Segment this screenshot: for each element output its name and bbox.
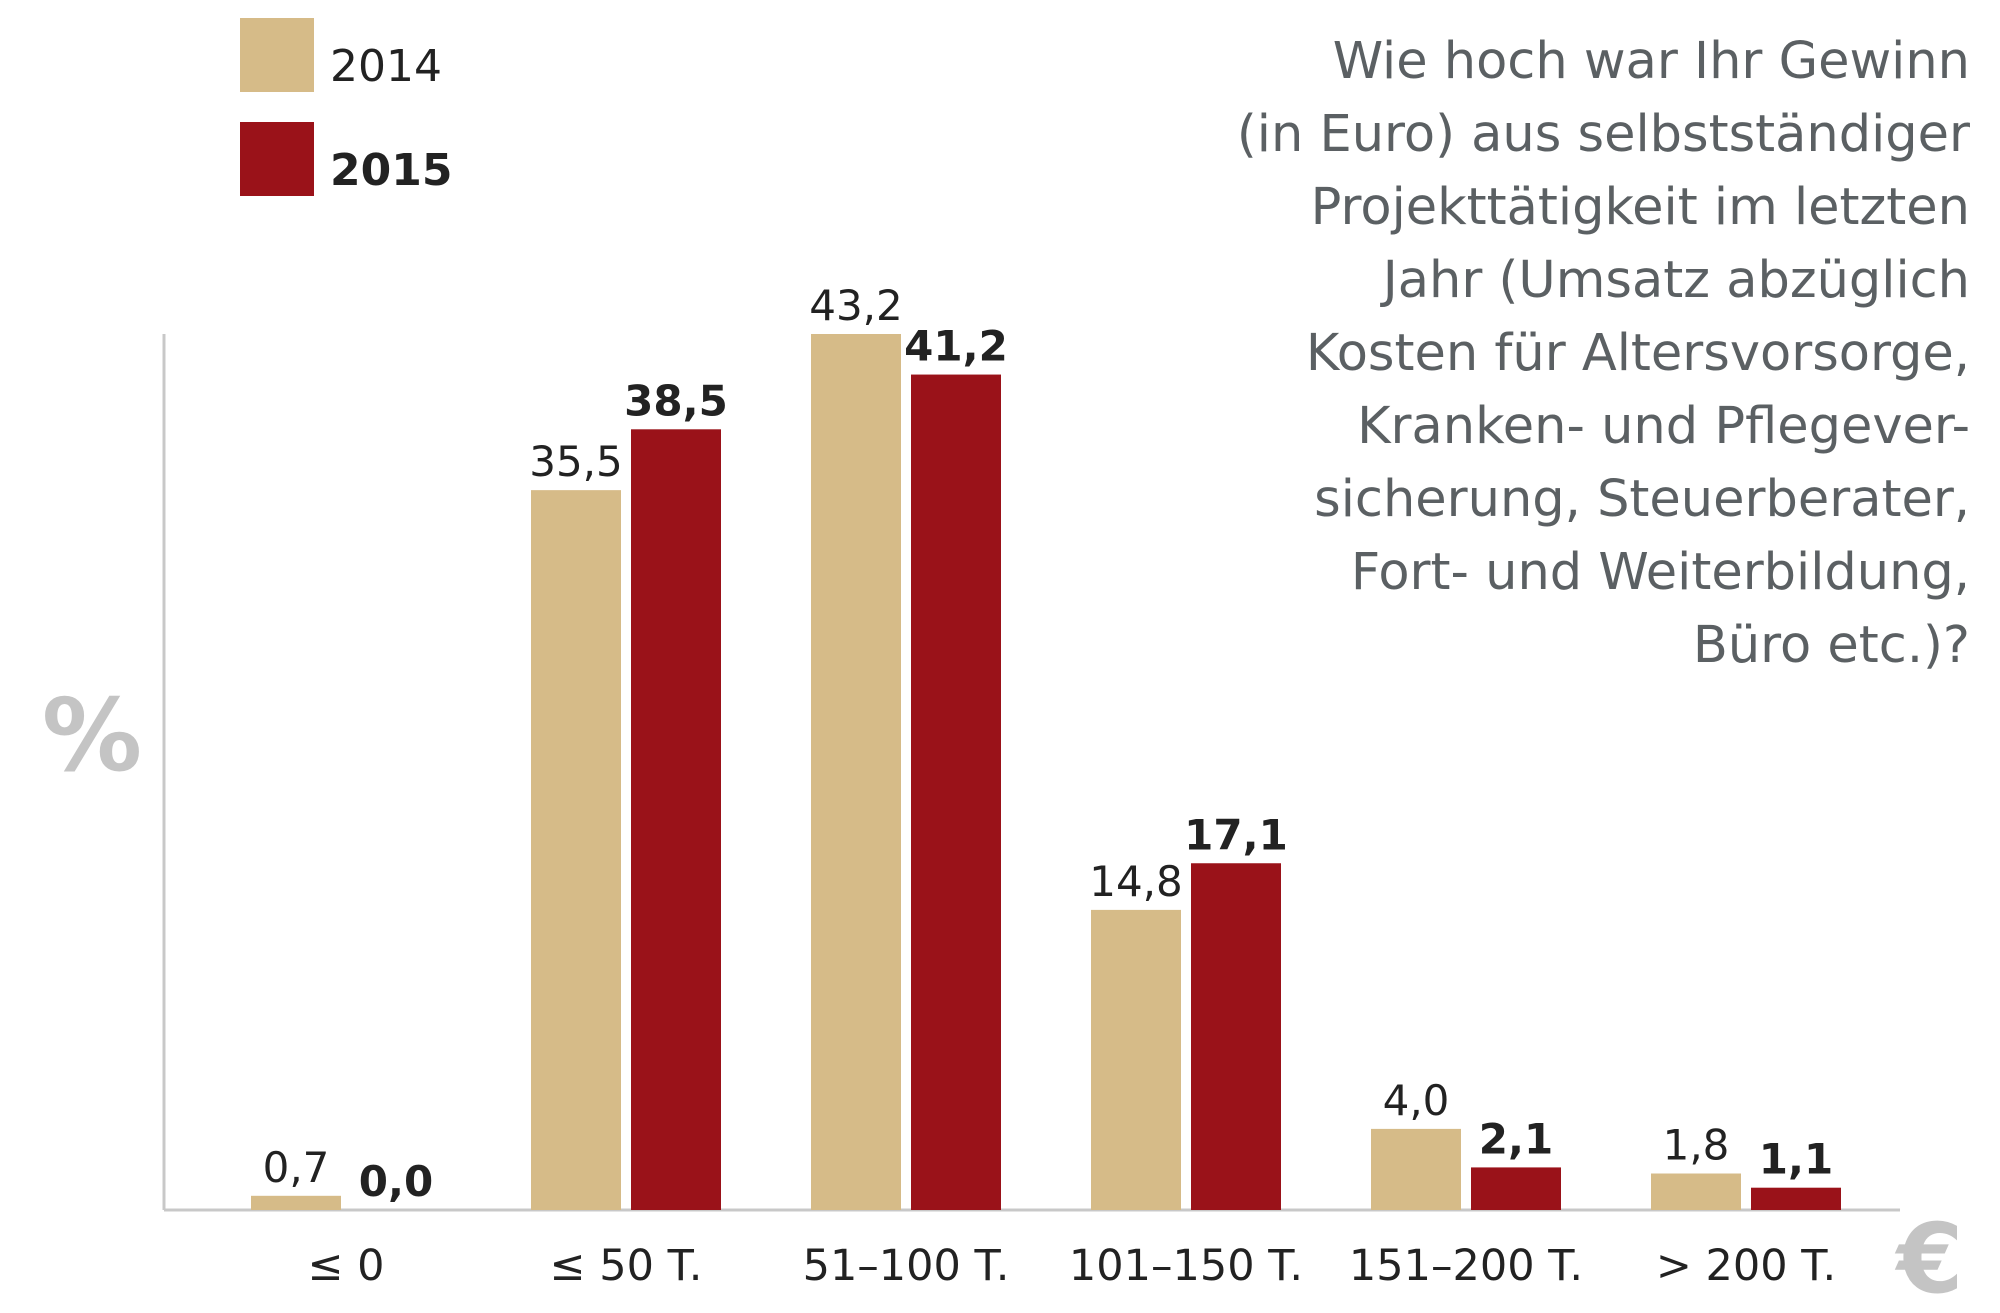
question-line: Jahr (Umsatz abzüglich: [1380, 251, 1970, 310]
chart-question: Wie hoch war Ihr Gewinn (in Euro) aus sel…: [1237, 32, 1970, 675]
category-label: ≤ 0: [307, 1241, 384, 1291]
category-label: ≤ 50 T.: [550, 1241, 703, 1291]
bar-2015: [1751, 1187, 1841, 1210]
bar-2015: [1191, 863, 1281, 1210]
legend-label-2015: 2015: [330, 145, 452, 196]
bar-2014: [251, 1195, 341, 1210]
data-label-2014: 4,0: [1383, 1076, 1450, 1125]
category-label: 151–200 T.: [1349, 1241, 1583, 1291]
bar-2014: [1651, 1173, 1741, 1210]
data-label-2014: 43,2: [809, 281, 903, 330]
data-label-2015: 2,1: [1479, 1114, 1553, 1163]
question-line: (in Euro) aus selbstständiger: [1237, 105, 1970, 164]
data-label-2015: 41,2: [904, 322, 1008, 371]
bar-2014: [1091, 909, 1181, 1210]
bar-2015: [631, 429, 721, 1210]
bars: [251, 334, 1841, 1210]
value-labels: 0,7 0,0 35,538,5 43,241,2 14,817,1 4,0 2,1 1,8 1…: [263, 281, 1834, 1206]
question-line: Kranken- und Pflegever-: [1357, 397, 1970, 456]
data-label-2015: 0,0: [359, 1157, 433, 1206]
x-axis-unit-label: €: [1895, 1203, 1964, 1313]
question-line: Fort- und Weiterbildung,: [1351, 543, 1970, 602]
data-label-2014: 35,5: [529, 437, 623, 486]
data-label-2014: 0,7: [263, 1143, 330, 1192]
question-line: Wie hoch war Ihr Gewinn: [1333, 32, 1970, 91]
bar-2015: [1471, 1167, 1561, 1210]
question-line: Büro etc.)?: [1693, 616, 1970, 675]
data-label-2015: 38,5: [624, 376, 728, 425]
legend-swatch-2014: [240, 18, 314, 92]
bar-2015: [911, 374, 1001, 1210]
legend: 2014 2015: [240, 18, 452, 196]
bar-2014: [1371, 1128, 1461, 1210]
axes: [162, 334, 1900, 1212]
legend-swatch-2015: [240, 122, 314, 196]
data-label-2015: 17,1: [1184, 810, 1288, 859]
bar-2014: [531, 490, 621, 1210]
question-line: Kosten für Altersvorsorge,: [1306, 324, 1970, 383]
data-label-2014: 14,8: [1089, 857, 1183, 906]
question-line: sicherung, Steuerberater,: [1314, 470, 1970, 529]
question-line: Projekttätigkeit im letzten: [1311, 178, 1970, 237]
y-axis-label: %: [42, 677, 142, 794]
category-label: 51–100 T.: [803, 1241, 1010, 1291]
data-label-2014: 1,8: [1663, 1121, 1730, 1170]
bar-2014: [811, 334, 901, 1210]
category-label: > 200 T.: [1656, 1241, 1836, 1291]
category-label: 101–150 T.: [1069, 1241, 1303, 1291]
legend-label-2014: 2014: [330, 41, 442, 92]
data-label-2015: 1,1: [1759, 1135, 1833, 1184]
category-labels: ≤ 0 ≤ 50 T. 51–100 T. 101–150 T. 151–200 T. >…: [307, 1241, 1836, 1291]
